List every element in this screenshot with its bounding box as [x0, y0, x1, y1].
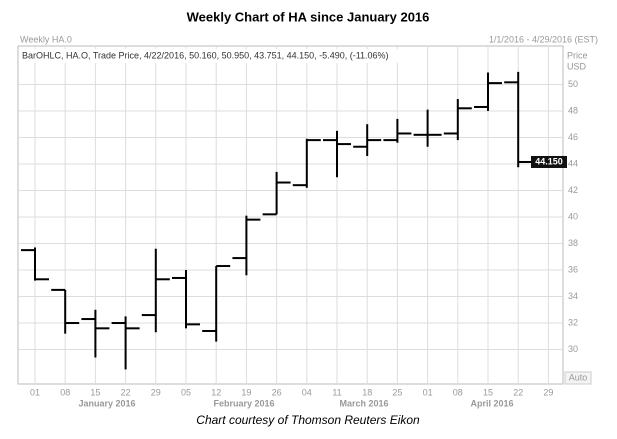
axis-label: USD	[567, 61, 587, 71]
month-label: April 2016	[470, 398, 513, 408]
y-tick-label: 40	[568, 211, 578, 221]
legend: BarOHLC, HA.O, Trade Price, 4/22/2016, 5…	[22, 50, 389, 60]
x-tick-label: 25	[392, 387, 402, 397]
x-tick-label: 29	[543, 387, 553, 397]
auto-button[interactable]	[564, 371, 592, 385]
x-tick-label: 11	[332, 387, 341, 397]
y-tick-label: 30	[568, 344, 578, 354]
y-tick-label: 38	[568, 238, 578, 248]
auto-label[interactable]: Auto	[569, 372, 588, 382]
x-tick-label: 08	[453, 387, 463, 397]
month-label: January 2016	[78, 398, 135, 408]
price-tag	[531, 155, 567, 168]
chart-title: Weekly Chart of HA since January 2016	[187, 9, 430, 24]
x-tick-label: 18	[362, 387, 372, 397]
y-tick-label: 50	[568, 79, 578, 89]
x-tick-label: 08	[60, 387, 70, 397]
legend-bg	[20, 49, 410, 63]
axis-label: Price	[567, 50, 588, 60]
x-tick-label: 15	[483, 387, 493, 397]
x-tick-label: 26	[272, 387, 282, 397]
caption: Chart courtesy of Thomson Reuters Eikon	[196, 413, 420, 427]
x-tick-label: 12	[211, 387, 221, 397]
x-tick-label: 05	[181, 387, 191, 397]
month-label: March 2016	[339, 398, 388, 408]
x-tick-label: 29	[151, 387, 161, 397]
y-tick-label: 34	[568, 291, 578, 301]
y-tick-label: 36	[568, 264, 578, 274]
y-tick-label: 46	[568, 132, 578, 142]
x-tick-label: 22	[513, 387, 523, 397]
x-tick-label: 04	[302, 387, 312, 397]
y-tick-label: 48	[568, 105, 578, 115]
price-tag-label: 44.150	[535, 156, 563, 166]
x-tick-label: 15	[90, 387, 100, 397]
month-label: February 2016	[213, 398, 274, 408]
plot-frame	[17, 45, 564, 385]
x-tick-label: 01	[423, 387, 433, 397]
x-tick-label: 22	[121, 387, 131, 397]
x-tick-label: 19	[241, 387, 251, 397]
y-tick-label: 42	[568, 185, 578, 195]
date-range: 1/1/2016 - 4/29/2016 (EST)	[489, 34, 598, 44]
y-tick-label: 44	[568, 158, 578, 168]
x-tick-label: 01	[30, 387, 40, 397]
y-tick-label: 32	[568, 317, 578, 327]
header: Weekly HA.0	[20, 34, 72, 44]
